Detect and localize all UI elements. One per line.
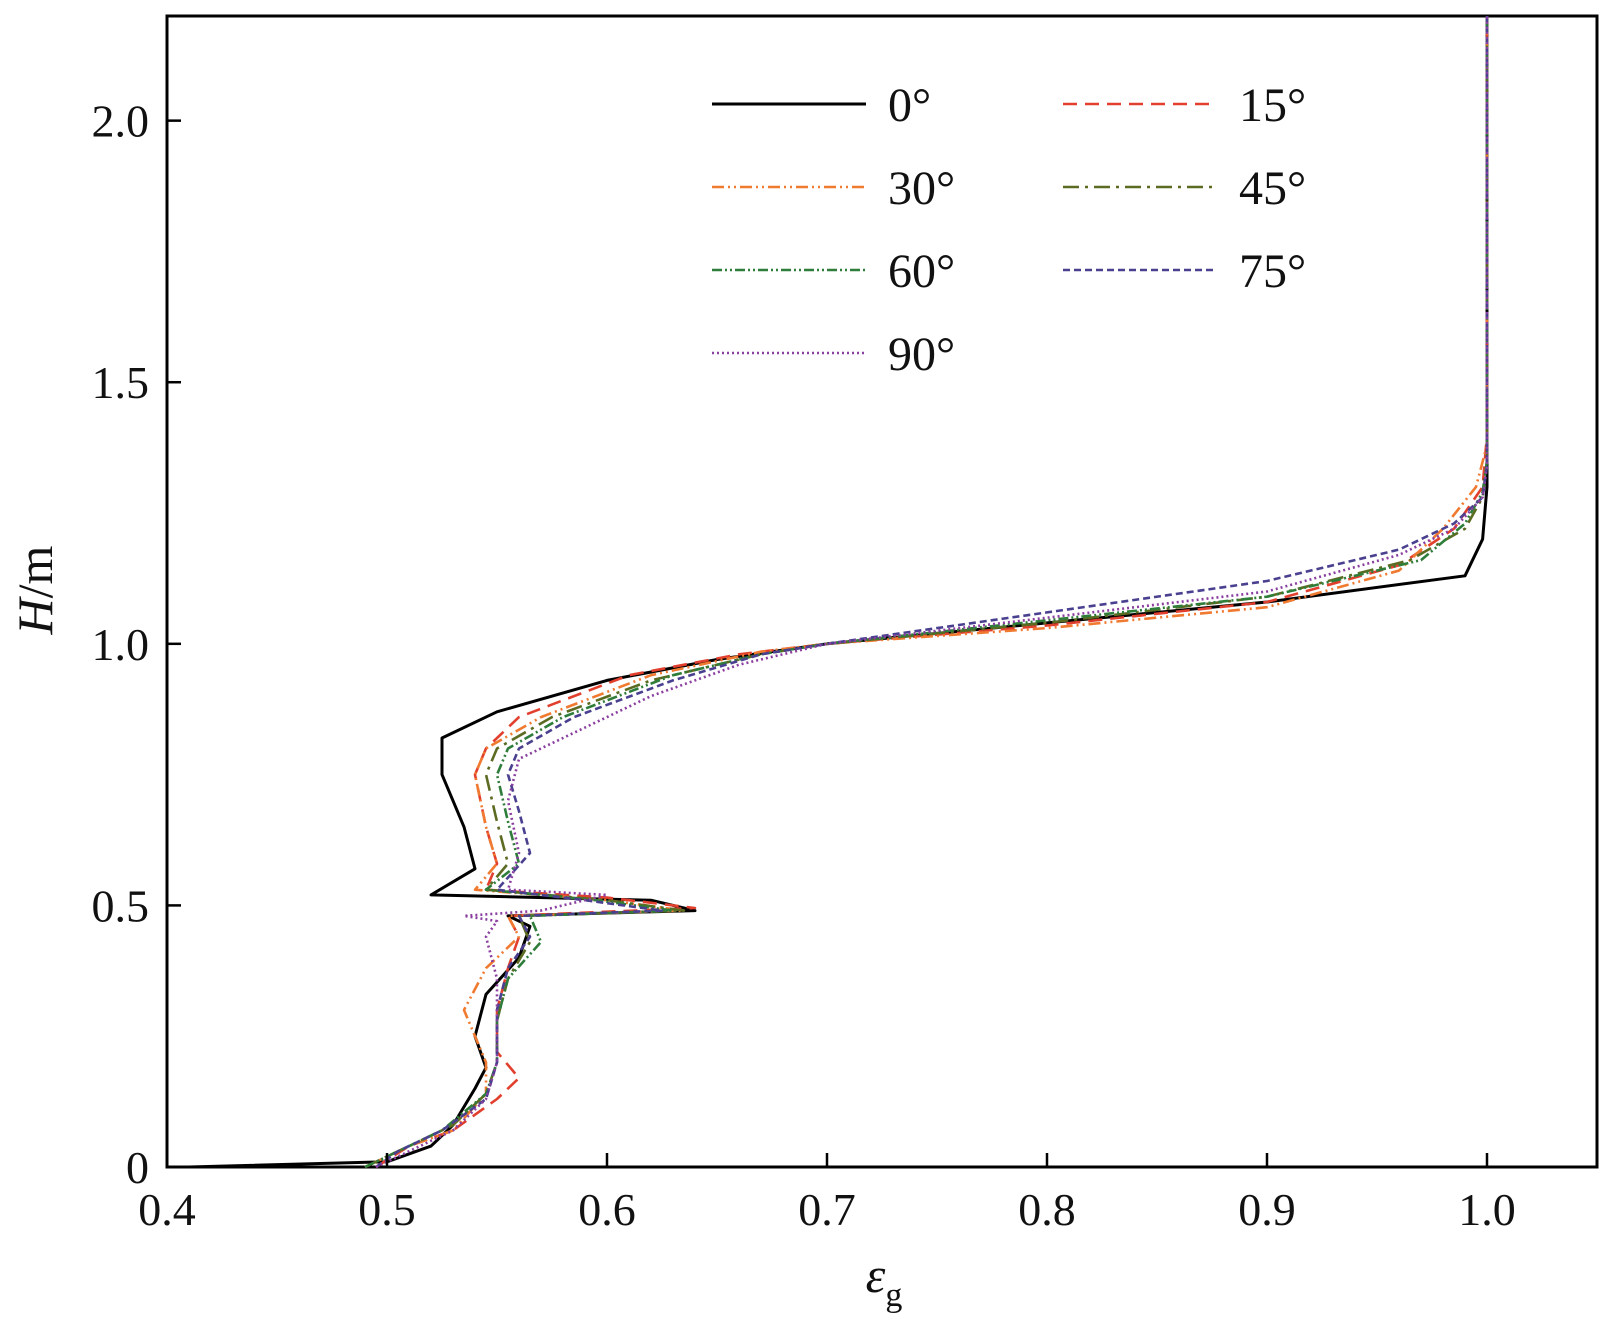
x-axis-title-symbol: ε [866,1247,886,1303]
x-tick-label: 0.4 [138,1184,196,1235]
plot-frame [165,14,1599,1169]
series-line-0 [188,16,1489,1169]
series-line-5 [375,16,1489,1169]
legend-label-0: 0° [888,79,931,132]
x-tick-label: 0.7 [798,1184,856,1235]
x-tick-label: 0.5 [358,1184,416,1235]
x-tick-label: 0.8 [1018,1184,1076,1235]
y-axis-title: H/m [7,545,63,635]
series-line-2 [364,16,1489,1169]
y-tick-label: 0.5 [92,880,150,931]
y-axis-title-unit: /m [7,545,63,598]
y-tick-label: 1.5 [92,357,150,408]
x-tick-label: 0.9 [1238,1184,1296,1235]
y-tick-label: 0 [126,1142,149,1193]
y-tick-label: 1.0 [92,619,150,670]
y-tick-label: 2.0 [92,96,150,147]
x-axis-title: εg [866,1247,903,1314]
legend-label-6: 90° [888,328,955,381]
legend-label-4: 60° [888,245,955,298]
x-tick-label: 1.0 [1458,1184,1516,1235]
x-axis-title-subscript: g [885,1277,902,1314]
ticks-layer: 0.4 0.5 0.6 0.7 0.8 0.9 1.0 0 0.5 1.0 1.5 2.0 [92,96,1516,1235]
series-layer [188,16,1489,1169]
legend-label-3: 45° [1239,162,1306,215]
legend-label-2: 30° [888,162,955,215]
legend-label-1: 15° [1239,79,1306,132]
series-line-6 [375,16,1489,1169]
x-tick-label: 0.6 [578,1184,636,1235]
legend: 0° 15° 30° 45° 60° 75° 90° [712,79,1306,381]
series-line-1 [375,16,1489,1169]
y-axis-title-symbol: H [7,595,63,635]
legend-label-5: 75° [1239,245,1306,298]
